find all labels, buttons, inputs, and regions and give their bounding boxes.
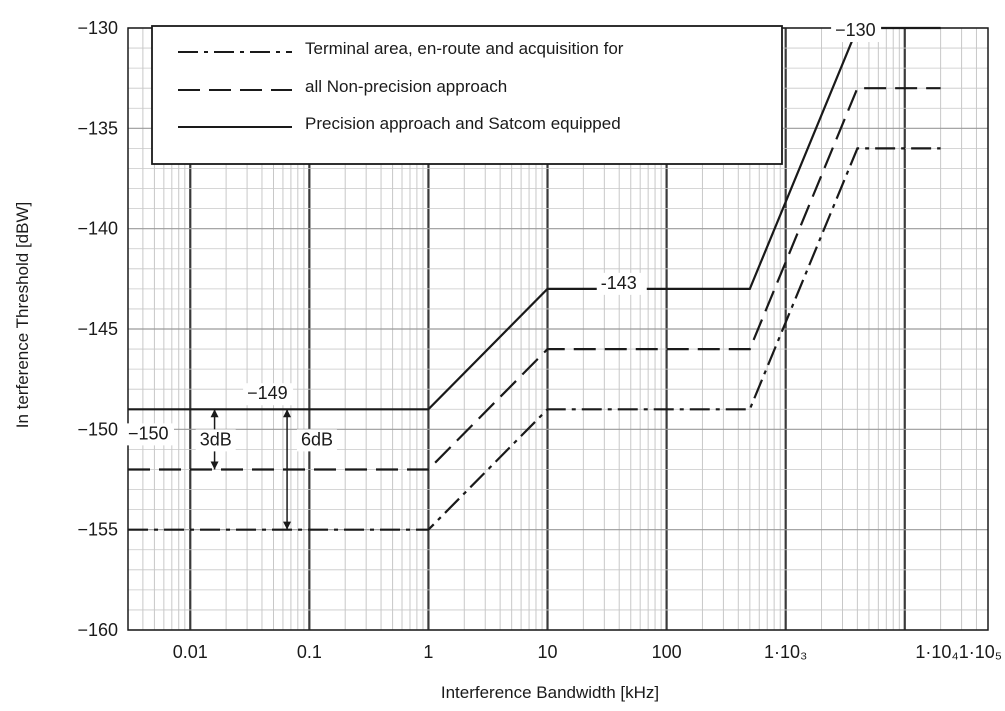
annotation-background [296,429,337,452]
annotation-label: −150 [128,423,169,443]
x-tick-labels: 0.01 0.1 1 10 100 1·10₃ 1·10₄1·10₅ [173,642,1002,662]
annotation-background [596,272,647,295]
x-axis-label: Interference Bandwidth [kHz] [441,683,659,702]
annotation-background [831,20,882,43]
annotation-background [243,383,294,406]
x-tick-label: 100 [652,642,682,662]
y-tick-label: −160 [77,620,118,640]
y-tick-label: −155 [77,520,118,540]
y-tick-label: −135 [77,118,118,138]
series-line-dashed [128,87,941,471]
annotations: −149 −150 3dB 6dB -143 −130 [124,20,882,452]
annotation-background [195,429,236,452]
annotation-label: 3dB [200,429,232,449]
x-tick-label: 1·10₃ [764,642,807,662]
legend-box [151,25,783,165]
y-tick-label: −150 [77,419,118,439]
x-tick-label: 0.01 [173,642,208,662]
dimension-3db-arrowhead-bottom [210,461,219,470]
dimension-6db-arrowhead-bottom [283,521,292,530]
annotation-label: −149 [247,383,288,403]
legend: Terminal area, en-route and acquisition … [151,25,783,165]
y-tick-labels: −130 −135 −140 −145 −150 −155 −160 [77,18,118,640]
legend-entry: Terminal area, en-route and acquisition … [305,39,624,58]
annotation-label: -143 [601,273,637,293]
dimension-3db-arrowhead-top [210,409,219,418]
annotation-label: −130 [835,20,876,40]
annotation-background [124,423,174,446]
y-tick-label: −145 [77,319,118,339]
dimension-markers [128,408,296,530]
y-axis-label: In terference Threshold [dBW] [13,202,32,428]
x-tick-label: 1·10₄1·10₅ [915,642,1002,662]
legend-entry: all Non-precision approach [305,77,507,96]
y-tick-label: −130 [77,18,118,38]
x-tick-label: 1 [423,642,433,662]
legend-entry: Precision approach and Satcom equipped [305,114,621,133]
x-tick-label: 10 [537,642,557,662]
series-line-dash-dot [128,147,941,531]
x-tick-label: 0.1 [297,642,322,662]
annotation-label: 6dB [301,429,333,449]
y-tick-label: −140 [77,219,118,239]
dimension-6db-arrowhead-top [283,409,292,418]
